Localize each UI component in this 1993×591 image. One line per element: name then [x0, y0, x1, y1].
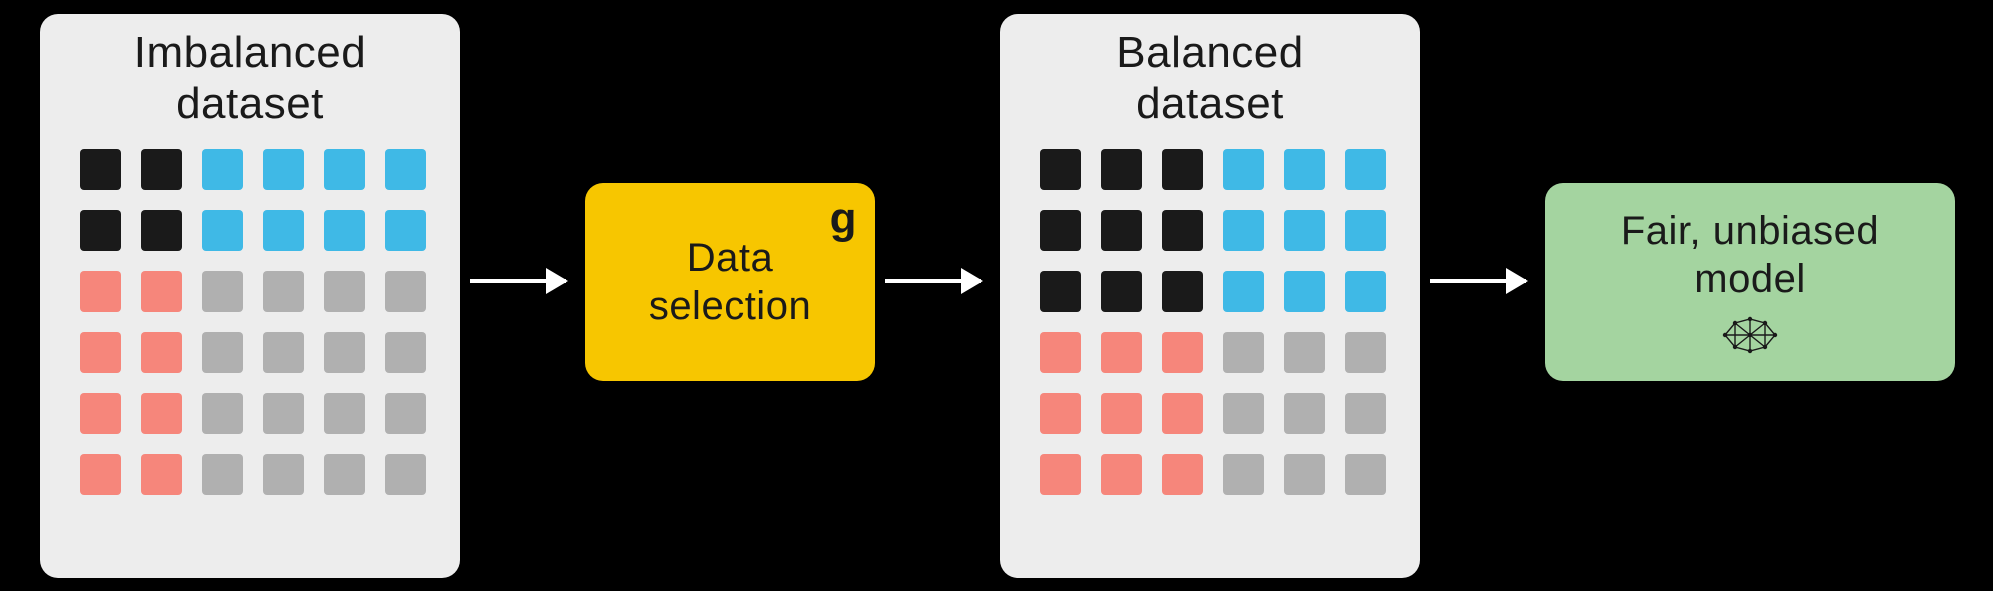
grid-cell [385, 332, 426, 373]
balanced-grid [1040, 149, 1386, 495]
imbalanced-title-line1: Imbalanced [134, 28, 366, 77]
grid-cell [385, 393, 426, 434]
grid-cell [80, 332, 121, 373]
grid-cell [141, 332, 182, 373]
grid-cell [1284, 271, 1325, 312]
corner-letter: g [830, 193, 857, 246]
arrow-icon [1430, 279, 1526, 283]
imbalanced-title-line2: dataset [176, 79, 324, 128]
grid-cell [1040, 210, 1081, 251]
grid-cell [1284, 149, 1325, 190]
imbalanced-title: Imbalanced dataset [40, 14, 460, 129]
grid-cell [385, 210, 426, 251]
balanced-dataset-panel: Balanced dataset [1000, 14, 1420, 578]
grid-cell [202, 454, 243, 495]
grid-cell [263, 393, 304, 434]
data-selection-line1: Data [687, 234, 774, 282]
grid-cell [80, 454, 121, 495]
grid-cell [1345, 210, 1386, 251]
grid-cell [324, 149, 365, 190]
grid-cell [1223, 454, 1264, 495]
grid-cell [202, 332, 243, 373]
grid-cell [324, 332, 365, 373]
grid-cell [263, 332, 304, 373]
grid-cell [202, 210, 243, 251]
grid-cell [324, 271, 365, 312]
grid-cell [1223, 393, 1264, 434]
grid-cell [1345, 149, 1386, 190]
grid-cell [263, 454, 304, 495]
arrow-icon [470, 279, 566, 283]
grid-cell [80, 271, 121, 312]
grid-cell [1101, 454, 1142, 495]
imbalanced-dataset-panel: Imbalanced dataset [40, 14, 460, 578]
fair-model-line1: Fair, unbiased [1621, 207, 1879, 255]
arrow-icon [885, 279, 981, 283]
grid-cell [263, 271, 304, 312]
balanced-title: Balanced dataset [1000, 14, 1420, 129]
grid-cell [80, 149, 121, 190]
grid-cell [1223, 210, 1264, 251]
grid-cell [1101, 210, 1142, 251]
grid-cell [1223, 271, 1264, 312]
grid-cell [1345, 271, 1386, 312]
grid-cell [385, 149, 426, 190]
grid-cell [1040, 393, 1081, 434]
imbalanced-grid [80, 149, 426, 495]
grid-cell [1345, 332, 1386, 373]
grid-cell [1284, 210, 1325, 251]
grid-cell [141, 393, 182, 434]
grid-cell [324, 210, 365, 251]
fair-model-box: Fair, unbiased model [1545, 183, 1955, 381]
grid-cell [1162, 393, 1203, 434]
grid-cell [141, 210, 182, 251]
grid-cell [141, 271, 182, 312]
grid-cell [80, 210, 121, 251]
grid-cell [324, 393, 365, 434]
grid-cell [1101, 271, 1142, 312]
grid-cell [324, 454, 365, 495]
fair-model-line2: model [1694, 255, 1805, 303]
grid-cell [1040, 454, 1081, 495]
grid-cell [1284, 454, 1325, 495]
grid-cell [385, 454, 426, 495]
balanced-title-line2: dataset [1136, 79, 1284, 128]
data-selection-box: g Data selection [585, 183, 875, 381]
data-selection-line2: selection [649, 282, 811, 330]
grid-cell [263, 149, 304, 190]
grid-cell [1284, 393, 1325, 434]
grid-cell [202, 149, 243, 190]
grid-cell [1040, 332, 1081, 373]
grid-cell [263, 210, 304, 251]
grid-cell [1162, 454, 1203, 495]
grid-cell [1162, 271, 1203, 312]
grid-cell [1162, 210, 1203, 251]
grid-cell [1040, 271, 1081, 312]
grid-cell [1284, 332, 1325, 373]
grid-cell [1345, 454, 1386, 495]
grid-cell [1040, 149, 1081, 190]
grid-cell [1101, 393, 1142, 434]
grid-cell [385, 271, 426, 312]
brain-network-icon [1715, 313, 1785, 357]
grid-cell [1345, 393, 1386, 434]
balanced-title-line1: Balanced [1116, 28, 1303, 77]
grid-cell [1101, 149, 1142, 190]
grid-cell [1223, 332, 1264, 373]
grid-cell [1101, 332, 1142, 373]
grid-cell [1162, 332, 1203, 373]
grid-cell [1162, 149, 1203, 190]
grid-cell [202, 271, 243, 312]
grid-cell [141, 149, 182, 190]
grid-cell [141, 454, 182, 495]
grid-cell [1223, 149, 1264, 190]
grid-cell [202, 393, 243, 434]
grid-cell [80, 393, 121, 434]
